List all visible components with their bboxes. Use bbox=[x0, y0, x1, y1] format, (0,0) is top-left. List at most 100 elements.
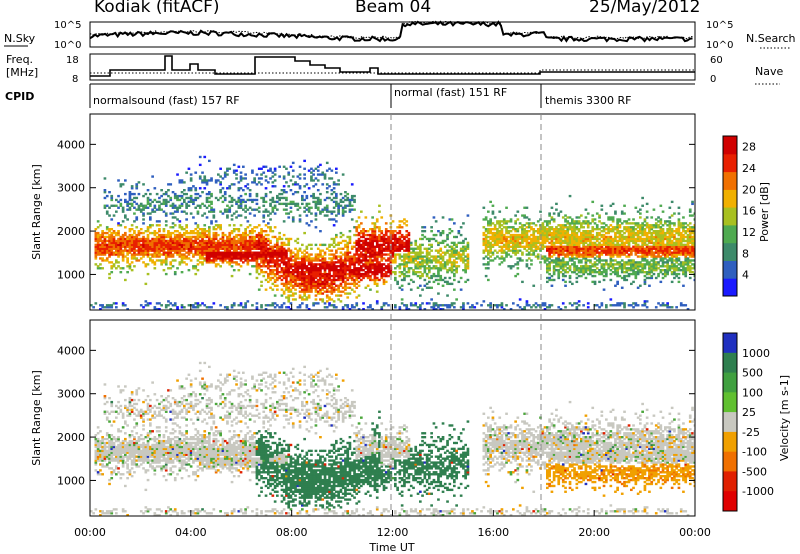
power-cell bbox=[541, 304, 545, 307]
power-cell bbox=[462, 241, 465, 245]
power-cell bbox=[589, 271, 592, 274]
power-cell bbox=[133, 257, 136, 260]
power-cell bbox=[335, 243, 338, 247]
power-cell bbox=[133, 251, 136, 254]
power-cell bbox=[133, 231, 136, 235]
power-cell bbox=[344, 265, 347, 268]
power-cell bbox=[536, 237, 540, 241]
power-cell bbox=[521, 280, 524, 284]
power-cell bbox=[364, 241, 368, 245]
power-cell bbox=[332, 278, 336, 282]
power-cell bbox=[223, 255, 227, 258]
power-cell bbox=[112, 245, 116, 248]
power-cell bbox=[382, 233, 386, 237]
power-cell bbox=[614, 284, 617, 287]
power-cell bbox=[500, 302, 504, 305]
power-cell bbox=[407, 271, 411, 274]
power-cell bbox=[101, 239, 104, 243]
power-cell bbox=[607, 253, 610, 256]
power-cell bbox=[341, 286, 345, 289]
power-cell bbox=[464, 265, 467, 268]
power-cell bbox=[230, 183, 234, 186]
power-cell bbox=[194, 272, 198, 276]
power-cell bbox=[484, 249, 488, 252]
power-cell bbox=[582, 269, 585, 272]
power-cell bbox=[525, 302, 529, 305]
power-cell bbox=[296, 284, 300, 287]
power-cell bbox=[582, 222, 585, 225]
power-cell bbox=[239, 224, 243, 227]
power-cell bbox=[169, 261, 173, 264]
power-cell bbox=[328, 282, 331, 286]
power-cell bbox=[362, 263, 365, 266]
power-cell bbox=[210, 249, 213, 252]
power-cell bbox=[332, 267, 336, 270]
power-cell bbox=[298, 304, 302, 307]
power-cell bbox=[589, 269, 592, 272]
power-cell bbox=[303, 265, 306, 268]
power-cell bbox=[409, 243, 413, 247]
power-cell bbox=[244, 192, 247, 196]
power-cell bbox=[276, 257, 279, 260]
power-cell bbox=[296, 274, 300, 278]
power-cell bbox=[273, 269, 277, 272]
power-cell bbox=[439, 263, 443, 266]
power-cell bbox=[366, 237, 370, 241]
power-cell bbox=[362, 272, 365, 276]
power-cell bbox=[337, 294, 340, 297]
power-cell bbox=[232, 251, 236, 254]
power-cell bbox=[614, 271, 617, 274]
power-cell bbox=[262, 251, 266, 254]
power-cell bbox=[360, 269, 363, 272]
power-cell bbox=[230, 231, 234, 235]
power-cell bbox=[219, 265, 222, 268]
power-cell bbox=[151, 259, 154, 262]
power-cell bbox=[611, 243, 615, 247]
power-cell bbox=[117, 251, 120, 254]
power-cell bbox=[178, 179, 182, 182]
power-cell bbox=[117, 237, 120, 241]
power-cell bbox=[328, 302, 331, 305]
power-cell bbox=[355, 241, 359, 245]
power-cell bbox=[387, 304, 390, 307]
power-cell bbox=[432, 280, 436, 284]
power-cell bbox=[251, 228, 254, 231]
power-cell bbox=[128, 245, 132, 248]
power-cell bbox=[280, 245, 284, 248]
power-cell bbox=[609, 216, 613, 219]
power-cell bbox=[262, 216, 266, 219]
power-cell bbox=[611, 230, 615, 233]
power-cell bbox=[260, 265, 263, 268]
power-cell bbox=[502, 249, 506, 252]
power-cell bbox=[369, 237, 372, 241]
power-cell bbox=[214, 224, 218, 227]
power-cell bbox=[591, 253, 595, 256]
power-cell bbox=[310, 269, 313, 272]
power-cell bbox=[282, 255, 286, 258]
power-cell bbox=[235, 202, 238, 206]
power-cell bbox=[416, 286, 420, 289]
power-cell bbox=[115, 231, 118, 235]
power-cell bbox=[230, 255, 234, 258]
power-cell bbox=[489, 222, 492, 225]
power-cell bbox=[602, 274, 606, 278]
power-cell bbox=[99, 267, 102, 270]
power-cell bbox=[307, 278, 311, 282]
power-cell bbox=[253, 235, 256, 239]
power-cell bbox=[434, 257, 438, 260]
power-cell bbox=[287, 290, 291, 293]
power-cell bbox=[180, 194, 184, 198]
power-cell bbox=[421, 261, 424, 264]
power-cell bbox=[409, 267, 413, 270]
power-cell bbox=[173, 233, 177, 237]
power-cell bbox=[239, 241, 243, 245]
power-cell bbox=[521, 253, 524, 256]
power-cell bbox=[155, 251, 159, 254]
power-cell bbox=[210, 237, 213, 241]
power-cell bbox=[350, 278, 354, 282]
power-cell bbox=[173, 194, 177, 198]
power-cell bbox=[158, 253, 161, 256]
power-cell bbox=[546, 220, 549, 223]
power-cell bbox=[312, 200, 315, 204]
power-cell bbox=[589, 251, 592, 254]
